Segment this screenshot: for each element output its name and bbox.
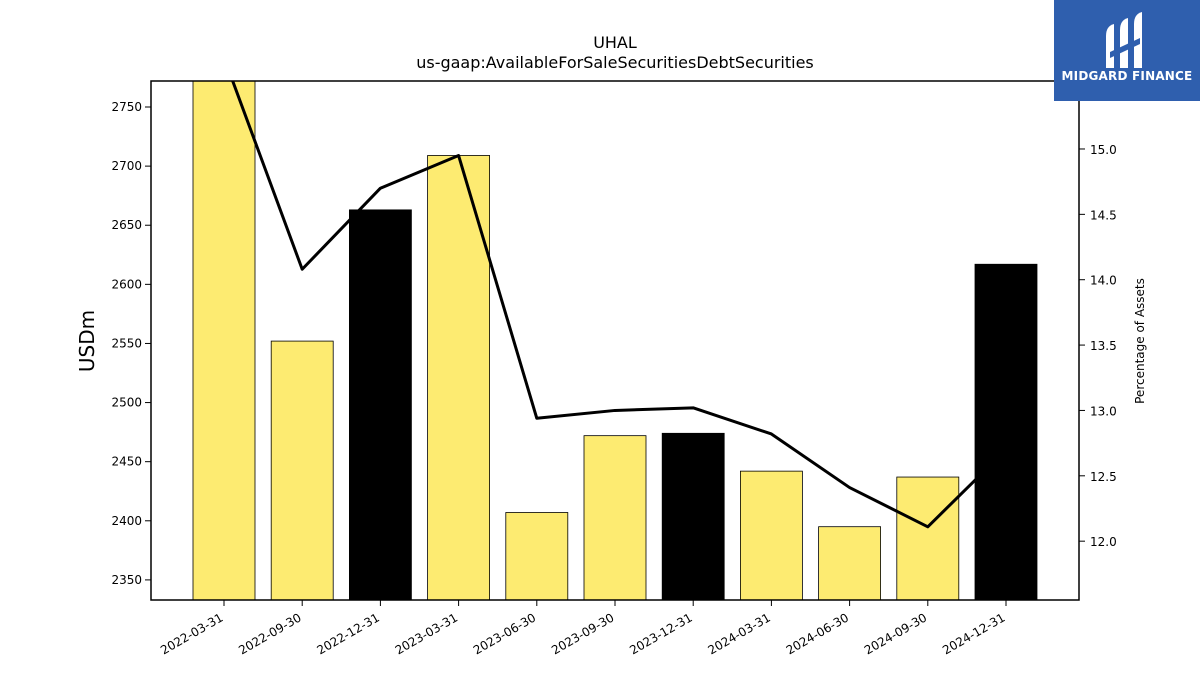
y-tick-label: 2450: [111, 455, 142, 469]
y2-tick-label: 13.0: [1090, 404, 1117, 418]
x-tick-label: 2024-06-30: [784, 610, 851, 657]
x-tick-label: 2024-03-31: [705, 610, 772, 657]
x-tick-label: 2023-09-30: [549, 610, 616, 657]
y2-tick-label: 13.5: [1090, 339, 1117, 353]
bars-layer: [192, 81, 1038, 600]
y-tick-label: 2350: [111, 573, 142, 587]
logo-mark-icon: [1106, 12, 1142, 68]
line-layer: [231, 81, 1008, 529]
bar-2022-09-30: [270, 340, 334, 600]
chart-title: UHAL: [593, 33, 637, 52]
midgard-finance-logo: MIDGARD FINANCE: [1054, 0, 1200, 101]
bar-2024-03-31: [740, 470, 803, 600]
bar-2023-06-30: [505, 512, 569, 600]
bar-2023-09-30: [583, 435, 647, 600]
bar-2023-12-31: [661, 432, 725, 600]
bar-2023-03-31: [427, 155, 491, 600]
y-tick-label: 2700: [111, 159, 142, 173]
x-tick-label: 2023-06-30: [471, 610, 538, 657]
bar-2024-12-31: [974, 263, 1038, 600]
y2-tick-label: 15.0: [1090, 143, 1117, 157]
logo-text: MIDGARD FINANCE: [1061, 69, 1193, 83]
chart-subtitle: us-gaap:AvailableForSaleSecuritiesDebtSe…: [416, 53, 814, 72]
y2-axis-label: Percentage of Assets: [1133, 278, 1147, 404]
y2-tick-label: 14.5: [1090, 208, 1117, 222]
x-tick-label: 2023-03-31: [393, 610, 460, 657]
y-tick-label: 2500: [111, 396, 142, 410]
bar-2022-03-31: [192, 81, 256, 600]
x-tick-label: 2024-12-31: [940, 610, 1007, 657]
y-tick-label: 2750: [111, 100, 142, 114]
percentage-line: [231, 81, 1008, 529]
y2-tick-label: 12.5: [1090, 470, 1117, 484]
x-tick-label: 2024-09-30: [862, 610, 929, 657]
x-tick-label: 2022-09-30: [236, 610, 303, 657]
bar-2024-09-30: [896, 476, 960, 600]
x-tick-label: 2022-12-31: [314, 610, 381, 657]
y-axis-label: USDm: [75, 310, 99, 372]
y-tick-label: 2400: [111, 514, 142, 528]
bar-2022-12-31: [348, 209, 412, 600]
x-tick-label: 2023-12-31: [627, 610, 694, 657]
bar-2024-06-30: [818, 526, 881, 600]
y-tick-label: 2600: [111, 277, 142, 291]
y2-tick-label: 12.0: [1090, 535, 1117, 549]
y-tick-label: 2650: [111, 218, 142, 232]
y2-tick-label: 14.0: [1090, 274, 1117, 288]
y-tick-label: 2550: [111, 336, 142, 350]
x-tick-label: 2022-03-31: [158, 610, 225, 657]
